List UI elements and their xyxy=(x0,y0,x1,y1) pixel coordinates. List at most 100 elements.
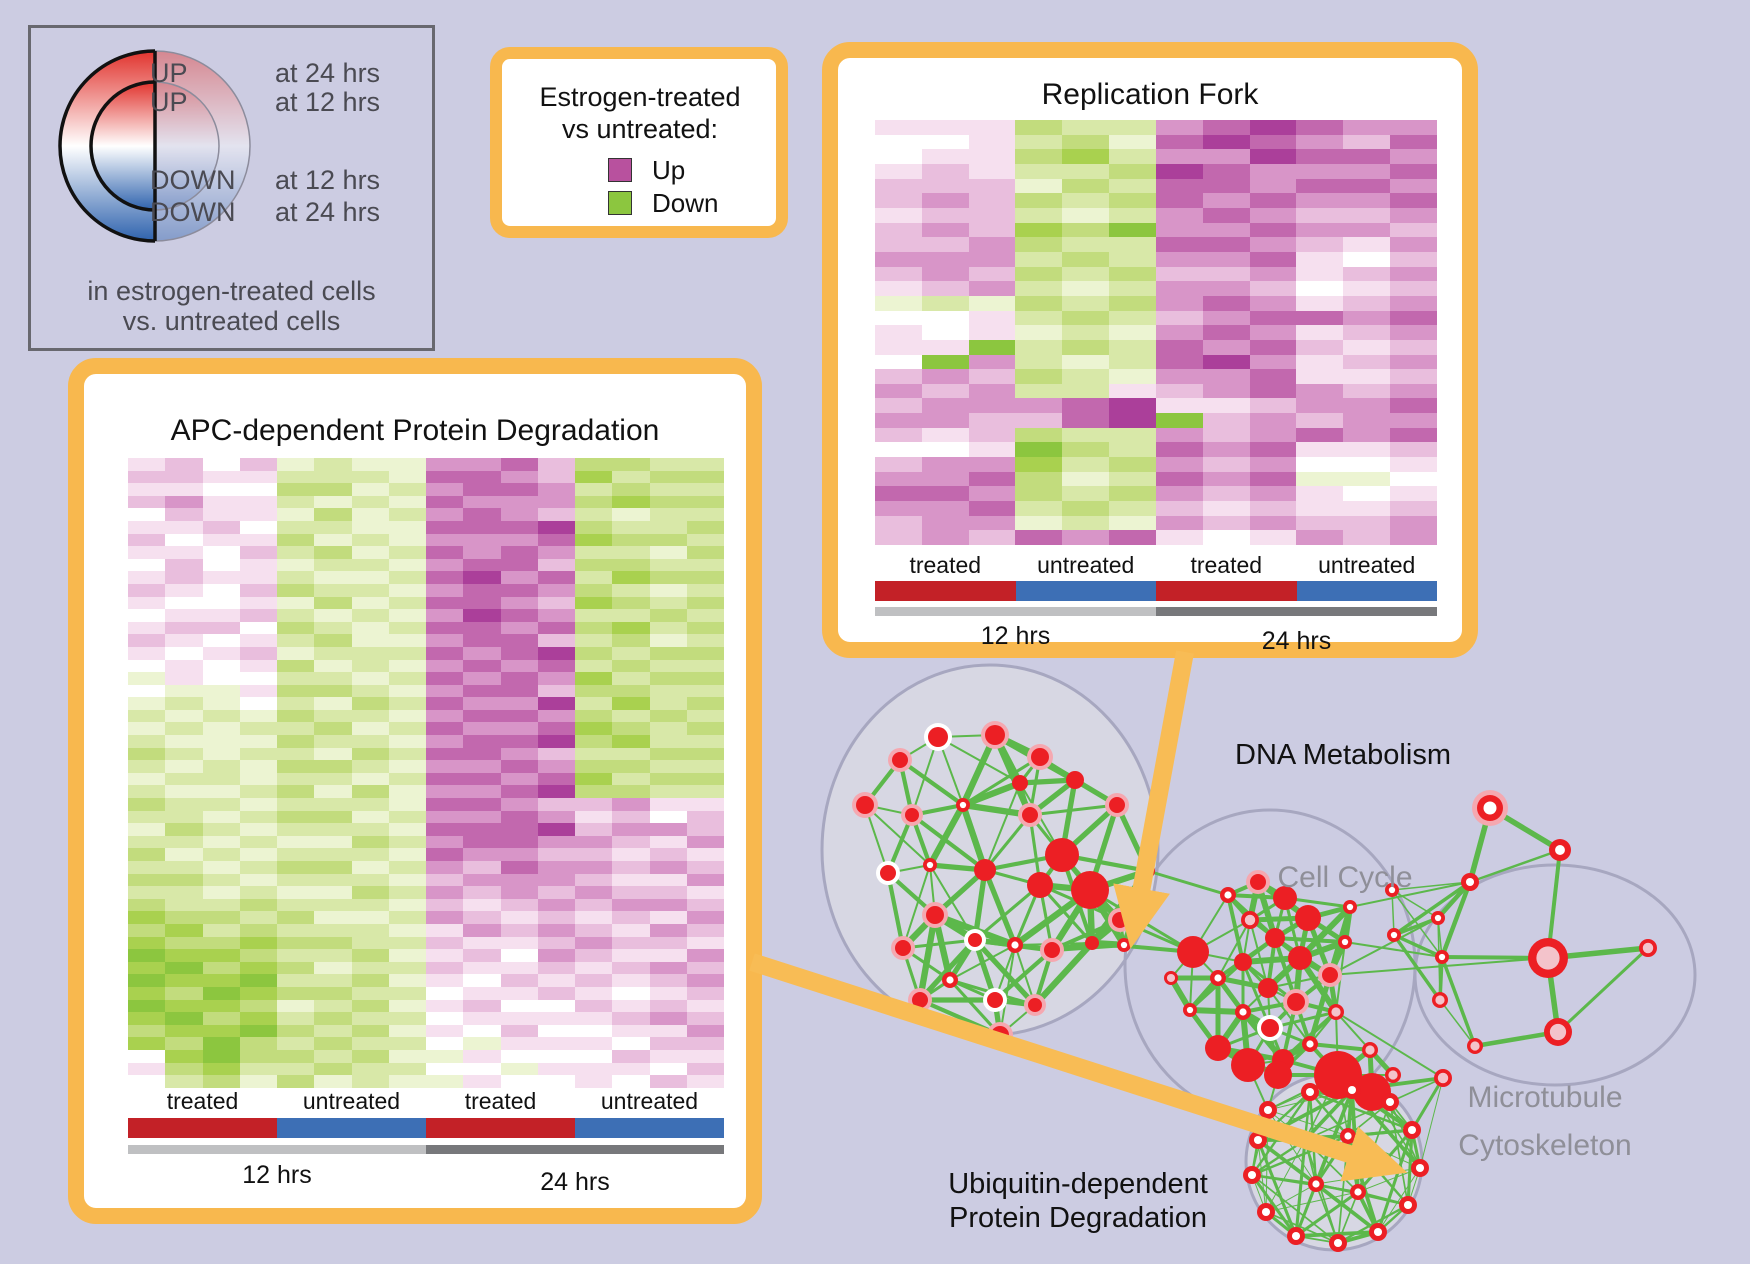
heatmap-cell xyxy=(165,835,203,849)
heatmap-cell xyxy=(537,873,575,887)
heatmap-cell xyxy=(968,207,1016,223)
heatmap-cell xyxy=(277,571,315,584)
heatmap-cell xyxy=(239,722,277,736)
heatmap-cell xyxy=(351,470,389,484)
heatmap-cell xyxy=(1015,295,1063,311)
heatmap-cell xyxy=(1390,442,1437,458)
heatmap-cell xyxy=(1155,149,1203,164)
heatmap-cell xyxy=(1109,281,1156,296)
heatmap-row xyxy=(128,1024,724,1038)
heatmap-cell xyxy=(463,810,501,824)
heatmap-cell xyxy=(388,886,426,899)
heatmap-cell xyxy=(921,486,969,502)
heatmap-cell xyxy=(1249,369,1297,384)
heatmap-cell xyxy=(537,1012,575,1025)
heatmap-cell xyxy=(239,911,277,924)
heatmap-cell xyxy=(463,961,501,975)
network-node-pale-center xyxy=(1470,1041,1480,1051)
legend-swatch-down xyxy=(608,191,632,215)
heatmap-cell xyxy=(1249,530,1297,546)
heatmap-row xyxy=(875,251,1437,267)
heatmap-cell xyxy=(239,609,277,622)
heatmap-cell xyxy=(351,785,389,799)
heatmap-row xyxy=(128,747,724,761)
heatmap-cell xyxy=(537,785,575,799)
heatmap-cell xyxy=(351,873,389,887)
heatmap-cell xyxy=(239,508,277,521)
heatmap-cell xyxy=(1390,530,1437,546)
heatmap-cell xyxy=(1249,427,1297,443)
heatmap-cell xyxy=(1249,471,1297,487)
heatmap-cell xyxy=(1015,515,1063,531)
heatmap-cell xyxy=(1343,310,1391,326)
heatmap-cell xyxy=(500,986,538,1000)
heatmap-cell xyxy=(128,886,166,899)
heatmap-cell xyxy=(128,697,166,710)
heatmap-cell xyxy=(575,999,613,1013)
heatmap-cell xyxy=(500,949,538,962)
heatmap-cell xyxy=(277,495,315,509)
heatmap-cell xyxy=(128,470,166,484)
heatmap-cell xyxy=(202,999,240,1013)
replication-fork-title: Replication Fork xyxy=(1041,78,1259,111)
heatmap-cell xyxy=(277,621,315,635)
heatmap-row xyxy=(128,861,724,874)
heatmap-cell xyxy=(314,571,352,584)
heatmap-row xyxy=(875,266,1437,282)
heatmap-cell xyxy=(426,747,464,761)
heatmap-cell xyxy=(921,120,969,135)
heatmap-row xyxy=(875,149,1437,164)
heatmap-cell xyxy=(165,495,203,509)
heatmap-cell xyxy=(500,848,538,861)
heatmap-cell xyxy=(612,735,650,748)
heatmap-cell xyxy=(463,911,501,924)
heatmap-row xyxy=(128,672,724,685)
heatmap-cell xyxy=(388,785,426,799)
heatmap-cell xyxy=(968,310,1016,326)
estrogen-legend-box xyxy=(490,47,788,238)
heatmap-cell xyxy=(612,646,650,660)
heatmap-cell xyxy=(1249,193,1297,208)
heatmap-cell xyxy=(1109,530,1156,546)
heatmap-cell xyxy=(1249,501,1297,516)
heatmap-cell xyxy=(649,546,687,559)
heatmap-cell xyxy=(968,222,1016,238)
heatmap-cell xyxy=(351,923,389,937)
heatmap-cell xyxy=(612,1024,650,1038)
heatmap-cell xyxy=(1296,486,1344,502)
heatmap-cell xyxy=(314,1049,352,1063)
heatmap-cell xyxy=(239,1062,277,1076)
network-edge xyxy=(1337,1191,1359,1244)
heatmap-cell xyxy=(277,986,315,1000)
heatmap-cell xyxy=(1062,398,1110,414)
heatmap-cell xyxy=(612,470,650,484)
heatmap-cell xyxy=(612,911,650,924)
network-node-donut-hole xyxy=(1415,1163,1425,1173)
heatmap-cell xyxy=(686,772,724,786)
treated-bar-segment xyxy=(426,1118,575,1138)
heatmap-cell xyxy=(202,961,240,975)
network-bridge-edge xyxy=(1329,957,1549,976)
heatmap-cell xyxy=(968,163,1016,179)
network-bridge-edge xyxy=(1335,1011,1444,1079)
heatmap-cell xyxy=(968,427,1016,443)
network-node-donut-hole xyxy=(1224,891,1232,899)
heatmap-cell xyxy=(686,1037,724,1050)
heatmap-cell xyxy=(649,483,687,496)
heatmap-cell xyxy=(537,709,575,723)
heatmap-cell xyxy=(202,722,240,736)
treated-bar-segment xyxy=(128,1118,277,1138)
heatmap-cell xyxy=(239,974,277,987)
heatmap-cell xyxy=(165,470,203,484)
heatmap-cell xyxy=(500,621,538,635)
heatmap-cell xyxy=(1155,266,1203,282)
heatmap-cell xyxy=(612,861,650,874)
heatmap-cell xyxy=(612,785,650,799)
heatmap-cell xyxy=(500,835,538,849)
heatmap-cell xyxy=(128,974,166,987)
heatmap-cell xyxy=(165,558,203,572)
network-node-donut-hole xyxy=(1341,938,1349,946)
heatmap-cell xyxy=(426,546,464,559)
heatmap-cell xyxy=(239,785,277,799)
heatmap-cell xyxy=(1249,486,1297,502)
